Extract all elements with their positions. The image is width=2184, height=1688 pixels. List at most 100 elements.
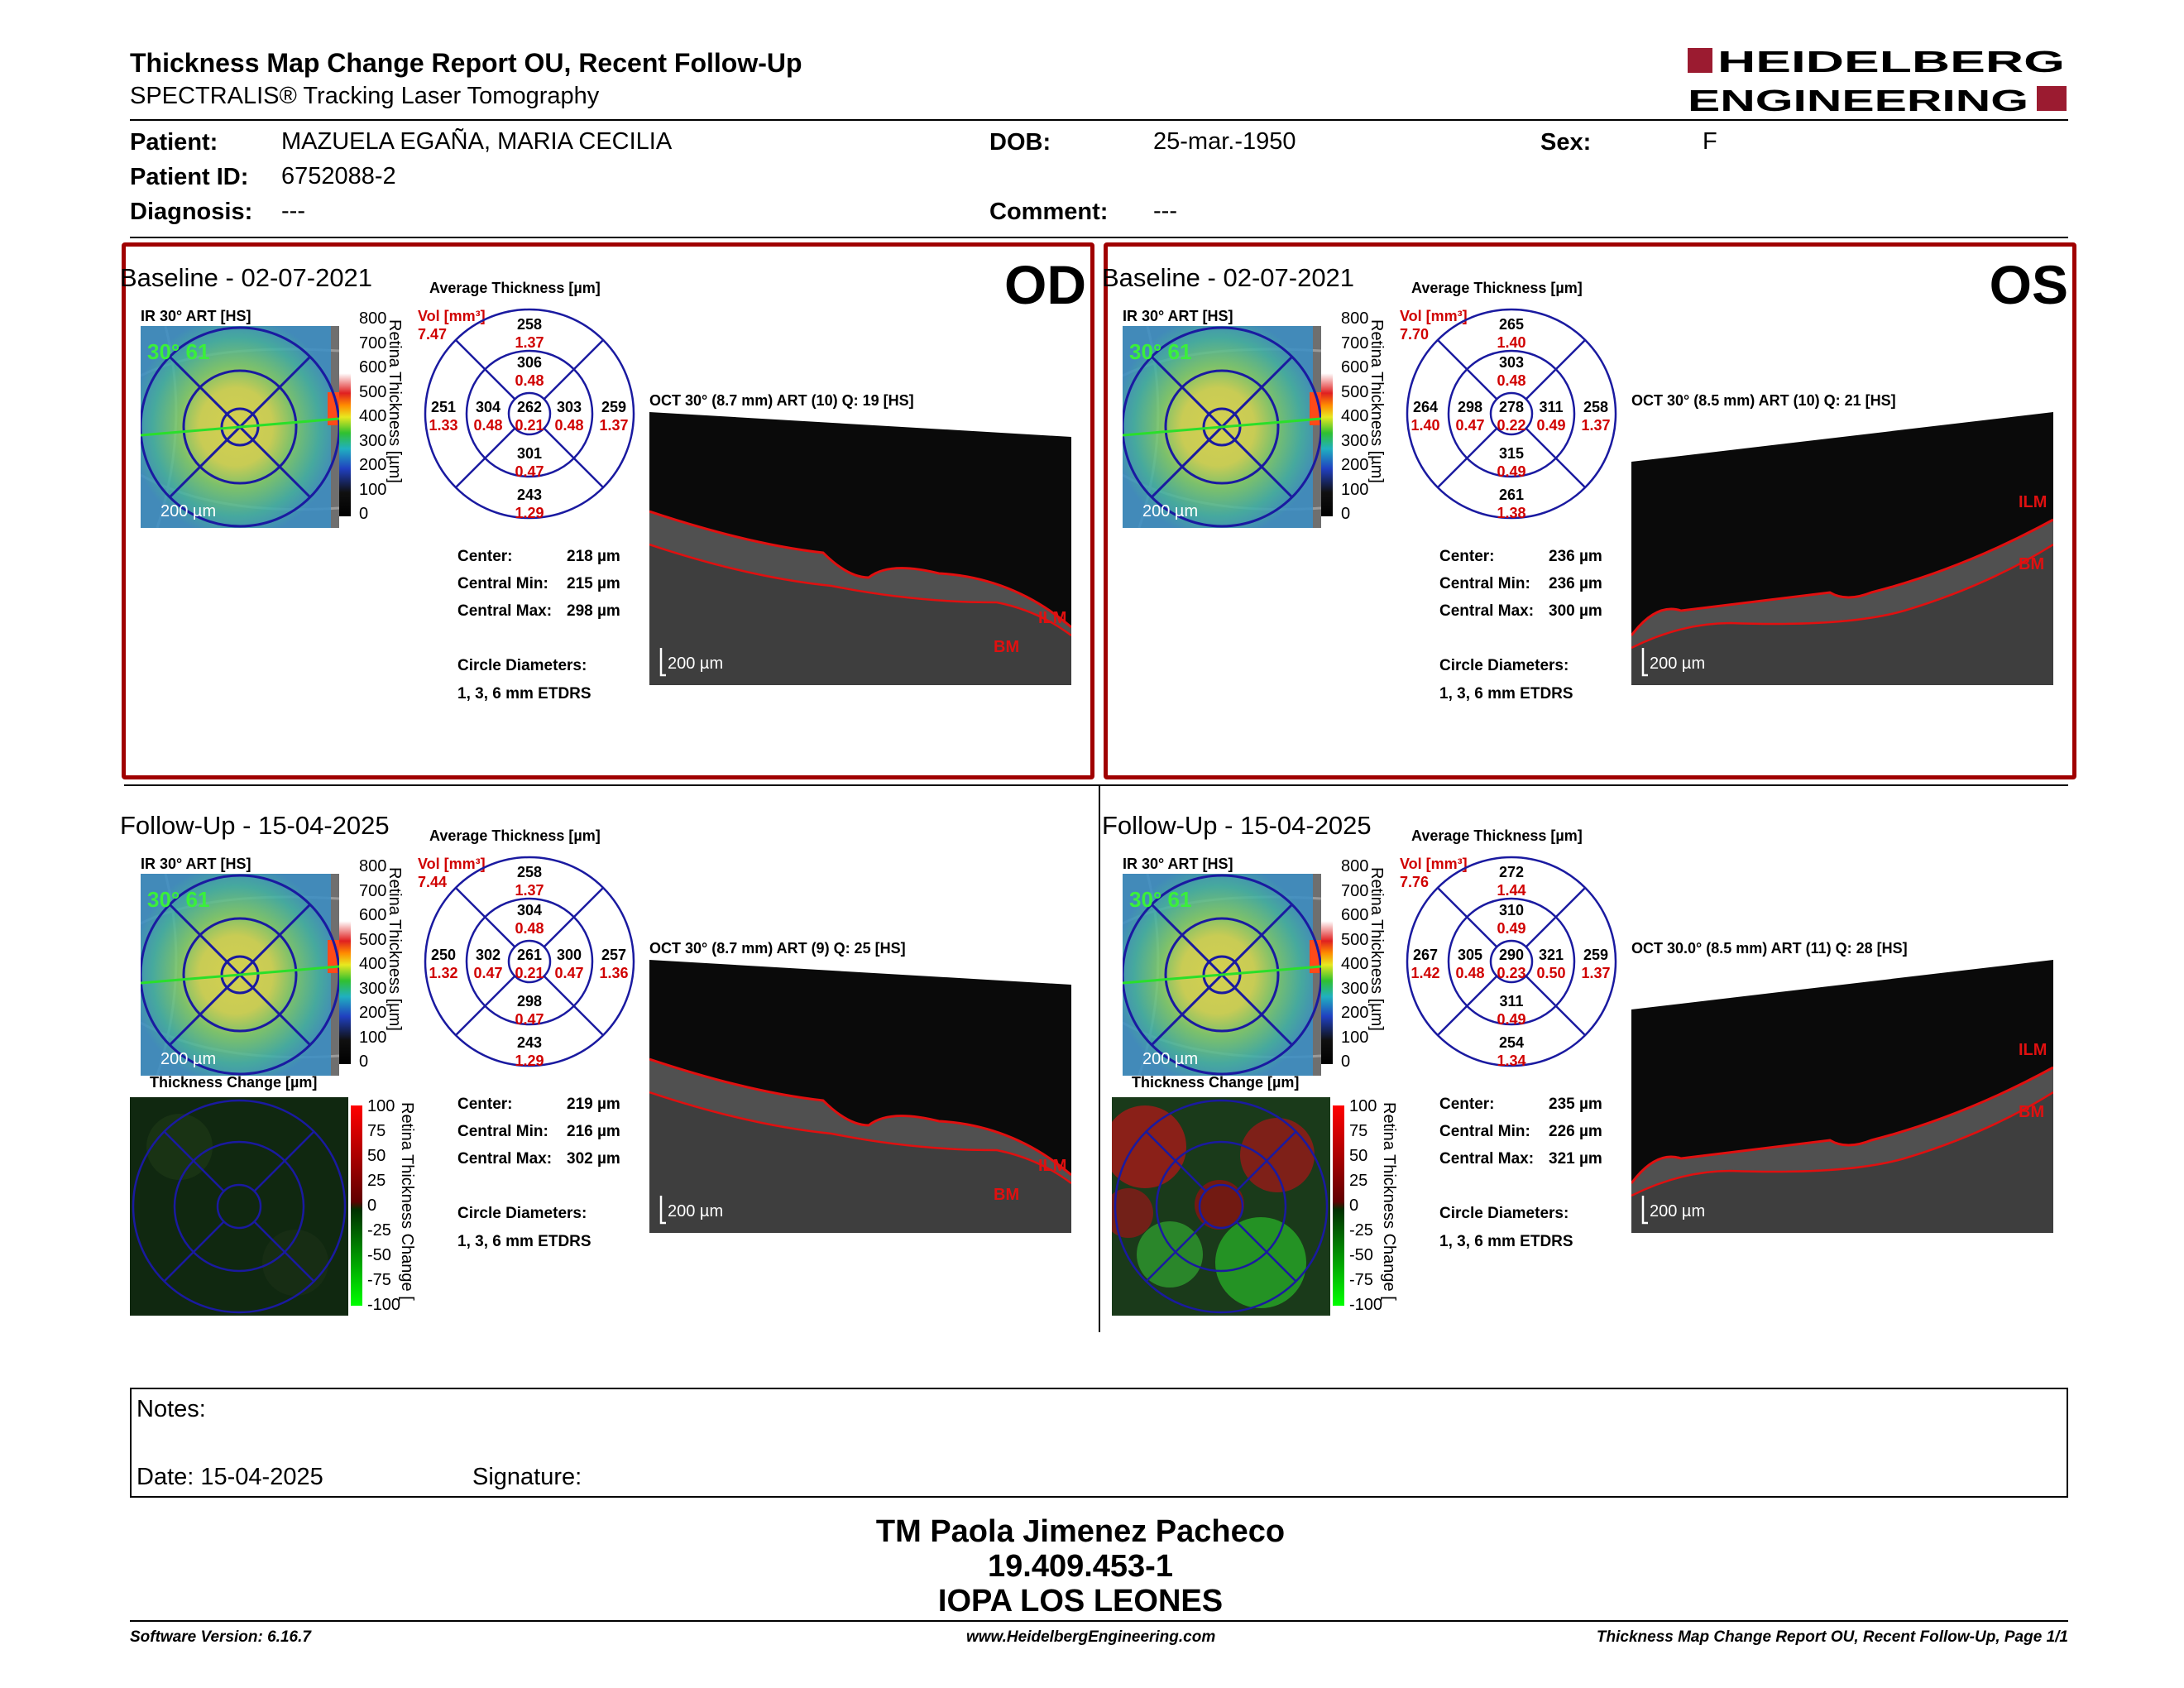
colorbar-tick: 200 (359, 456, 387, 474)
stat-value: 236 µm (1549, 548, 1602, 565)
circle-diameters-label: Circle Diameters: (1439, 657, 1569, 674)
oct-bscan-image[interactable]: ILM BM 200 µm (649, 960, 1071, 1233)
clinic-name: IOPA LOS LEONES (937, 1584, 1224, 1618)
circle-diameters-value: 1, 3, 6 mm ETDRS (457, 685, 592, 703)
grid-volume-outer_r: 1.37 (1581, 417, 1611, 434)
svg-text:200 µm: 200 µm (668, 1202, 723, 1220)
colorbar-tick: 500 (359, 382, 387, 401)
oct-bscan-image[interactable]: ILM BM 200 µm (649, 412, 1071, 685)
grid-thickness-center: 290 (1498, 947, 1525, 963)
oct-bscan-image[interactable]: ILM BM 200 µm (1631, 412, 2053, 685)
stat-value: 219 µm (567, 1096, 620, 1113)
quadrant-os_fu: Follow-Up - 15-04-2025 IR 30° ART [HS] 30°… (1102, 811, 2078, 1340)
website-link[interactable]: www.HeidelbergEngineering.com (966, 1628, 1216, 1646)
grid-thickness-inner_n: 321 (1538, 947, 1564, 963)
svg-text:BM: BM (2019, 1103, 2044, 1121)
colorbar-tick: 200 (1341, 456, 1369, 474)
oct-bscan-image[interactable]: ILM BM 200 µm (1631, 960, 2053, 1233)
change-tick: -50 (367, 1246, 391, 1264)
stat-label: Center: (457, 548, 513, 565)
grid-thickness-outer_l: 251 (430, 399, 457, 415)
svg-text:30° 61: 30° 61 (147, 339, 209, 364)
grid-volume-inner_i: 0.47 (515, 1011, 544, 1028)
circle-diameters-value: 1, 3, 6 mm ETDRS (1439, 685, 1573, 703)
thickness-change-map[interactable] (1112, 1097, 1330, 1316)
grid-thickness-inner_l: 302 (475, 947, 501, 963)
colorbar-tick: 600 (1341, 358, 1369, 376)
average-thickness-label: Average Thickness [µm] (1411, 280, 1583, 296)
grid-thickness-outer_t: 258 (516, 316, 543, 333)
grid-thickness-outer_l: 264 (1412, 399, 1439, 415)
grid-thickness-inner_i: 311 (1499, 993, 1524, 1009)
stat-value: 321 µm (1549, 1150, 1602, 1168)
grid-volume-outer_r: 1.36 (599, 965, 629, 981)
grid-volume-center: 0.21 (515, 965, 544, 981)
grid-volume-outer_t: 1.37 (515, 334, 544, 351)
svg-text:200 µm: 200 µm (1650, 655, 1705, 673)
colorbar-tick: 800 (359, 309, 387, 328)
change-tick: 50 (367, 1147, 386, 1165)
ir-image-label: IR 30° ART [HS] (1123, 308, 1233, 324)
dob-label: DOB: (989, 129, 1051, 156)
patient-name: MAZUELA EGAÑA, MARIA CECILIA (281, 128, 673, 155)
colorbar-tick: 700 (1341, 333, 1369, 352)
colorbar-tick: 700 (1341, 881, 1369, 900)
thickness-change-map[interactable] (130, 1097, 348, 1316)
colorbar-tick: 100 (359, 1028, 387, 1047)
stat-value: 236 µm (1549, 575, 1602, 592)
comment-value: --- (1153, 198, 1177, 224)
oct-label: OCT 30° (8.7 mm) ART (10) Q: 19 [HS] (649, 392, 914, 409)
grid-volume-inner_t: 0.48 (515, 920, 544, 937)
stat-value: 215 µm (567, 575, 620, 592)
grid-thickness-outer_r: 258 (1583, 399, 1609, 415)
quadrant-od_fu: Follow-Up - 15-04-2025 IR 30° ART [HS] 30°… (120, 811, 1096, 1340)
grid-thickness-outer_r: 259 (1583, 947, 1609, 963)
change-tick: -50 (1349, 1246, 1373, 1264)
patient-id: 6752088-2 (281, 163, 396, 189)
grid-volume-inner_l: 0.48 (473, 417, 503, 434)
stat-value: 300 µm (1549, 602, 1602, 620)
change-tick: -100 (1349, 1296, 1383, 1314)
column-divider (1099, 784, 1100, 1332)
ir-fundus-image[interactable]: 30° 61 200 µm (141, 874, 339, 1076)
ir-image-label: IR 30° ART [HS] (1123, 856, 1233, 872)
dob-value: 25-mar.-1950 (1153, 128, 1296, 155)
quadrant-title: Baseline - 02-07-2021 (1102, 263, 1355, 292)
svg-text:30° 61: 30° 61 (1129, 887, 1191, 912)
change-tick: 25 (1349, 1172, 1368, 1190)
ir-fundus-image[interactable]: 30° 61 200 µm (1123, 874, 1321, 1076)
ir-fundus-image[interactable]: 30° 61 200 µm (141, 326, 339, 528)
volume-label: Vol [mm³] (418, 308, 486, 324)
grid-volume-outer_l: 1.33 (429, 417, 458, 434)
grid-thickness-outer_b: 261 (1498, 487, 1525, 503)
change-tick: 75 (1349, 1122, 1368, 1140)
grid-thickness-inner_n: 311 (1539, 399, 1564, 415)
thickness-change-label: Thickness Change [µm] (1132, 1074, 1300, 1091)
grid-thickness-inner_l: 298 (1457, 399, 1483, 415)
grid-thickness-center: 262 (516, 399, 543, 415)
quadrant-title: Baseline - 02-07-2021 (120, 263, 373, 292)
colorbar-tick: 300 (1341, 979, 1369, 998)
logo-line2: ENGINEERING (1688, 84, 2028, 114)
grid-volume-outer_b: 1.34 (1497, 1053, 1526, 1069)
colorbar-tick: 800 (1341, 857, 1369, 875)
colorbar-tick: 200 (359, 1004, 387, 1022)
circle-diameters-value: 1, 3, 6 mm ETDRS (457, 1233, 592, 1250)
volume-value: 7.47 (418, 326, 448, 343)
average-thickness-label: Average Thickness [µm] (429, 827, 601, 844)
grid-volume-outer_b: 1.29 (515, 1053, 544, 1069)
oct-label: OCT 30° (8.7 mm) ART (9) Q: 25 [HS] (649, 940, 906, 957)
notes-box[interactable]: Notes: Date: 15-04-2025 Signature: (130, 1388, 2068, 1498)
oct-label: OCT 30.0° (8.5 mm) ART (11) Q: 28 [HS] (1631, 940, 1908, 957)
report-subtitle: SPECTRALIS® Tracking Laser Tomography (130, 83, 600, 109)
grid-volume-inner_l: 0.47 (473, 965, 503, 981)
grid-thickness-outer_b: 243 (516, 487, 543, 503)
colorbar-tick: 100 (359, 480, 387, 499)
patient-label: Patient: (130, 129, 218, 156)
stat-label: Central Min: (1439, 575, 1530, 592)
ir-fundus-image[interactable]: 30° 61 200 µm (1123, 326, 1321, 528)
svg-text:200 µm: 200 µm (1142, 1050, 1198, 1068)
volume-value: 7.44 (418, 874, 448, 890)
svg-text:ILM: ILM (1038, 609, 1066, 627)
thickness-change-label: Thickness Change [µm] (150, 1074, 318, 1091)
